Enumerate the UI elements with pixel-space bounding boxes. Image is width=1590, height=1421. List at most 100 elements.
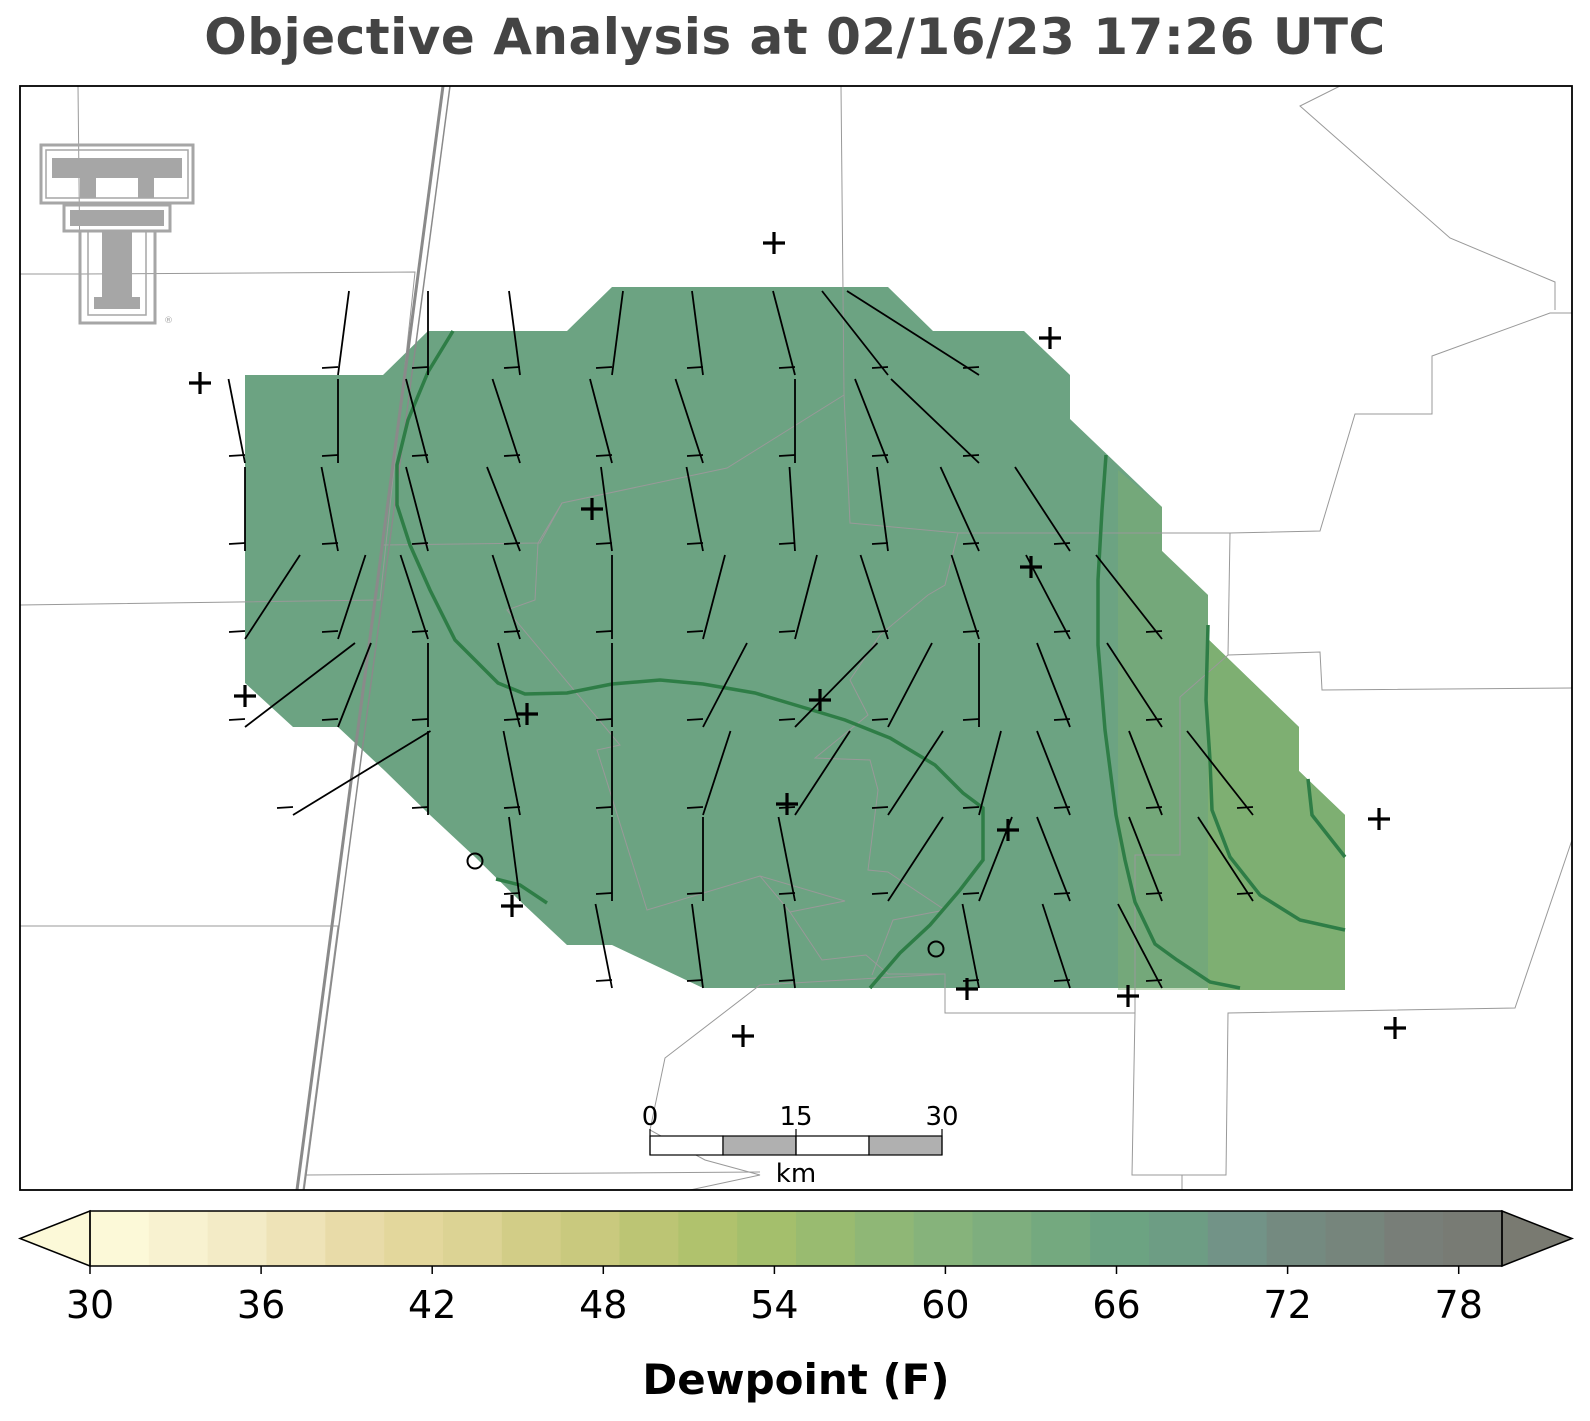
wind-barb <box>772 290 796 376</box>
station-marker <box>1368 808 1390 830</box>
wind-barb <box>962 730 1002 816</box>
wind-barb <box>846 290 980 376</box>
station-marker <box>1020 556 1042 578</box>
dewpoint-contours <box>395 330 1347 990</box>
wind-barb <box>1036 730 1071 816</box>
colorbar-min-extension <box>17 1209 91 1268</box>
wind-barb <box>1041 903 1071 989</box>
station-marker <box>809 689 831 711</box>
colorbar-cell <box>1207 1211 1268 1266</box>
wind-barb <box>1036 816 1071 902</box>
wind-barb <box>486 466 521 552</box>
wind-barb <box>778 642 879 728</box>
wind-barb <box>778 554 818 640</box>
colorbar-cell <box>854 1211 915 1266</box>
station-marker <box>763 232 785 254</box>
station-marker <box>1039 327 1061 349</box>
wind-barb <box>1197 816 1254 902</box>
colorbar-cell <box>678 1211 738 1266</box>
wind-barb <box>685 466 704 552</box>
wind-barb <box>686 554 726 640</box>
wind-barb <box>686 642 748 728</box>
wind-barb <box>1095 554 1163 640</box>
wind-barb <box>595 466 613 552</box>
wind-barb <box>686 730 732 816</box>
colorbar-cell <box>560 1211 621 1266</box>
colorbar-cell <box>501 1211 562 1266</box>
wind-barb <box>871 730 944 816</box>
wind-barb <box>491 378 521 464</box>
colorbar-cell <box>1266 1211 1327 1266</box>
wind-barb <box>405 378 429 464</box>
wind-barb <box>871 466 889 552</box>
calm-wind-marker <box>927 940 945 958</box>
wind-barb <box>674 378 704 464</box>
scale-tick-label: 30 <box>925 1102 958 1132</box>
colorbar-max-extension <box>1501 1209 1575 1268</box>
wind-barb <box>321 379 339 463</box>
colorbar-cell <box>972 1211 1032 1266</box>
colorbar-tick-label: 48 <box>579 1283 627 1327</box>
wind-barb <box>1186 730 1254 816</box>
wind-barb <box>595 643 613 727</box>
wind-barb <box>962 643 980 727</box>
wind-barb <box>411 291 429 375</box>
wind-barb <box>321 290 350 376</box>
wind-barb <box>778 379 796 463</box>
station-marker <box>189 372 211 394</box>
colorbar-cell <box>796 1211 856 1266</box>
wind-barb <box>939 466 980 552</box>
colorbar-cell <box>737 1211 797 1266</box>
wind-barb <box>228 554 301 640</box>
wind-barb <box>821 290 889 376</box>
wind-barb <box>411 643 429 727</box>
station-marker <box>1384 1017 1406 1039</box>
colorbar: 30 36 42 48 54 60 66 72 78 Dewpoint (F) <box>17 1209 1575 1404</box>
colorbar-tick-label: 42 <box>408 1283 456 1327</box>
texas-tech-logo-icon: ® <box>39 143 195 326</box>
wind-barb <box>778 903 796 989</box>
wind-barb <box>503 816 521 902</box>
colorbar-tick-label: 72 <box>1263 1283 1311 1327</box>
scale-tick-label: 0 <box>642 1102 659 1132</box>
wind-barb <box>502 730 521 816</box>
map-panel: ® 0 15 30 km <box>20 86 1572 1190</box>
wind-barb <box>871 816 944 902</box>
colorbar-cell <box>325 1211 385 1266</box>
colorbar-cell <box>1149 1211 1209 1266</box>
colorbar-cell <box>1443 1211 1503 1266</box>
county-borders <box>20 86 1572 1190</box>
scale-bar: 0 15 30 km <box>642 1102 959 1189</box>
wind-barb <box>854 378 889 464</box>
colorbar-cell <box>90 1211 150 1266</box>
wind-barb <box>1106 642 1163 728</box>
wind-barb <box>871 642 933 728</box>
wind-barb <box>589 378 613 464</box>
colorbar-cell <box>619 1211 679 1266</box>
wind-barbs <box>227 290 1254 989</box>
wind-barb <box>594 903 613 989</box>
wind-barb <box>227 378 246 464</box>
colorbar-tick-label: 36 <box>237 1283 285 1327</box>
wind-barb <box>503 290 521 376</box>
colorbar-ticks: 30 36 42 48 54 60 66 72 78 <box>66 1266 1483 1327</box>
wind-barb <box>859 554 889 640</box>
colorbar-cell <box>266 1211 326 1266</box>
colorbar-cell <box>443 1211 503 1266</box>
colorbar-cell <box>384 1211 444 1266</box>
wind-barb <box>778 466 796 552</box>
wind-barb <box>595 817 613 901</box>
station-marker <box>732 1025 754 1047</box>
wind-barb <box>320 466 339 552</box>
colorbar-cell <box>1325 1211 1385 1266</box>
station-marker <box>956 978 978 1000</box>
wind-barb <box>321 642 372 728</box>
station-markers <box>189 232 1406 1047</box>
wind-barb <box>411 731 429 815</box>
calm-wind-marker <box>466 852 484 870</box>
dewpoint-shade-east <box>1208 639 1345 990</box>
colorbar-cells <box>90 1211 1503 1266</box>
svg-text:®: ® <box>164 316 173 326</box>
colorbar-tick-label: 66 <box>1092 1283 1140 1327</box>
